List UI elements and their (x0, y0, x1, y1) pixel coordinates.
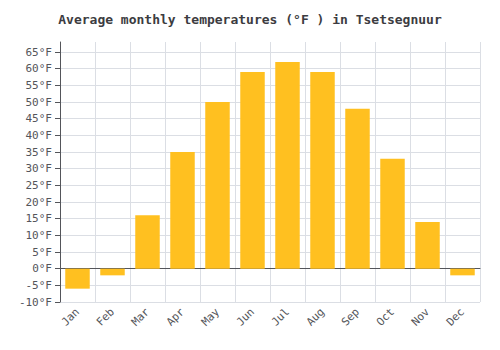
svg-text:10°F: 10°F (26, 229, 53, 242)
svg-text:65°F: 65°F (26, 46, 53, 59)
svg-text:Oct: Oct (374, 305, 397, 328)
svg-text:55°F: 55°F (26, 79, 53, 92)
svg-text:15°F: 15°F (26, 212, 53, 225)
svg-text:35°F: 35°F (26, 146, 53, 159)
svg-text:Mar: Mar (129, 305, 152, 328)
svg-text:Average monthly temperatures (: Average monthly temperatures (°F ) in Ts… (58, 12, 442, 27)
svg-text:50°F: 50°F (26, 96, 53, 109)
svg-text:0°F: 0°F (32, 262, 52, 275)
svg-text:Jun: Jun (234, 305, 257, 328)
svg-text:-5°F: -5°F (26, 279, 53, 292)
svg-text:Aug: Aug (304, 305, 327, 328)
svg-text:40°F: 40°F (26, 129, 53, 142)
svg-text:Nov: Nov (409, 305, 432, 328)
svg-text:5°F: 5°F (32, 246, 52, 259)
svg-text:Sep: Sep (339, 305, 362, 328)
svg-text:45°F: 45°F (26, 112, 53, 125)
svg-text:20°F: 20°F (26, 196, 53, 209)
svg-text:-10°F: -10°F (19, 296, 52, 309)
svg-text:Jan: Jan (59, 305, 82, 328)
svg-text:Feb: Feb (94, 305, 117, 328)
svg-text:May: May (199, 305, 222, 328)
svg-text:Dec: Dec (444, 305, 467, 328)
svg-text:Jul: Jul (269, 305, 292, 328)
svg-text:Apr: Apr (164, 305, 187, 328)
svg-text:25°F: 25°F (26, 179, 53, 192)
svg-text:30°F: 30°F (26, 162, 53, 175)
svg-text:60°F: 60°F (26, 62, 53, 75)
